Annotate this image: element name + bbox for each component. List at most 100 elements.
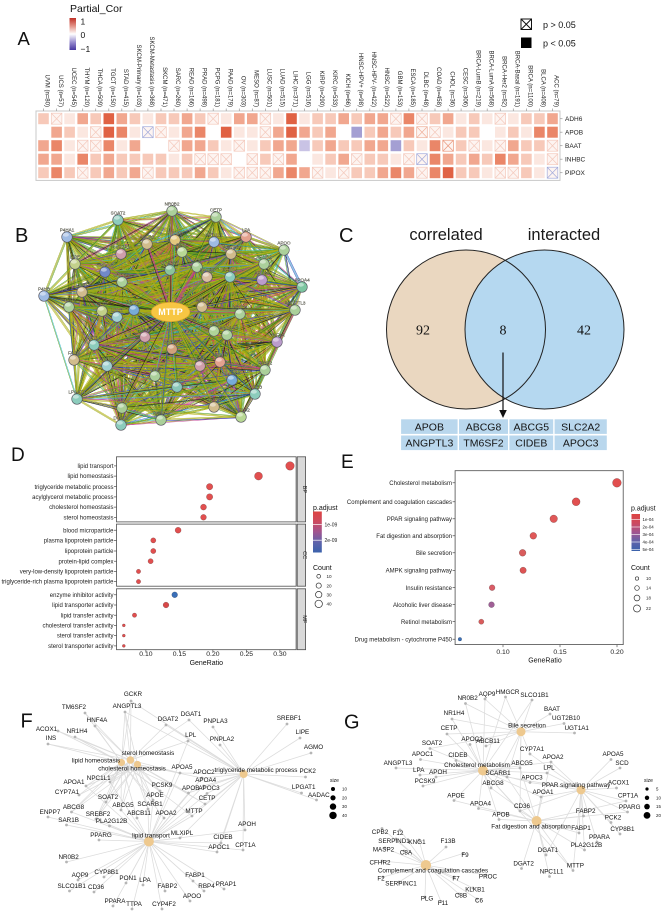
svg-text:INS: INS [46, 735, 57, 742]
svg-text:SOAT2: SOAT2 [111, 211, 126, 216]
svg-text:p.adjust: p.adjust [631, 506, 656, 513]
svg-text:HMGCR: HMGCR [496, 689, 520, 696]
svg-text:UCEC (n=545): UCEC (n=545) [70, 67, 76, 107]
svg-text:4e-04: 4e-04 [643, 540, 655, 545]
svg-text:APOA2: APOA2 [156, 810, 177, 817]
svg-text:18: 18 [646, 596, 651, 601]
svg-text:SKCM (n=471): SKCM (n=471) [161, 67, 167, 107]
svg-text:FABP1: FABP1 [185, 872, 205, 879]
svg-text:cholesterol transfer activity: cholesterol transfer activity [42, 624, 113, 630]
svg-text:PLG: PLG [421, 895, 434, 902]
svg-text:CIDEB: CIDEB [448, 752, 467, 759]
svg-text:10: 10 [656, 795, 661, 800]
svg-text:8: 8 [500, 324, 507, 339]
svg-text:GeneRatio: GeneRatio [528, 658, 562, 665]
svg-text:Complement and coagulation cas: Complement and coagulation cascades [378, 868, 488, 875]
svg-text:THYM (n=120): THYM (n=120) [83, 67, 89, 107]
svg-text:p.adjust: p.adjust [313, 505, 338, 512]
svg-text:40: 40 [342, 813, 347, 818]
svg-text:TGCT (n=150): TGCT (n=150) [109, 68, 115, 107]
svg-text:ANGPTL3: ANGPTL3 [384, 760, 413, 767]
svg-text:APOH: APOH [238, 821, 256, 828]
svg-text:CPB2: CPB2 [372, 829, 389, 836]
svg-text:SCARB1: SCARB1 [485, 770, 511, 777]
svg-text:APOA4: APOA4 [470, 801, 491, 808]
svg-text:PAAD (n=179): PAAD (n=179) [226, 69, 232, 107]
svg-text:PLTP: PLTP [96, 302, 107, 307]
svg-text:PPARA: PPARA [589, 834, 611, 841]
svg-text:0.20: 0.20 [610, 649, 623, 656]
svg-text:SKCM-Primary (n=103): SKCM-Primary (n=103) [135, 44, 141, 107]
svg-text:DGAT2: DGAT2 [513, 861, 534, 868]
svg-text:NR1H4: NR1H4 [232, 305, 248, 310]
svg-text:SOAT2: SOAT2 [422, 740, 443, 747]
svg-text:KLKB1: KLKB1 [465, 886, 485, 893]
svg-text:1: 1 [81, 17, 86, 27]
svg-text:GBM (n=153): GBM (n=153) [396, 71, 402, 107]
svg-text:CPT1A: CPT1A [235, 842, 256, 849]
svg-text:MESO (n=87): MESO (n=87) [253, 70, 259, 107]
svg-text:FABP2: FABP2 [158, 883, 178, 890]
svg-text:ABCB11: ABCB11 [127, 810, 151, 817]
svg-text:Fat digestion and absorption: Fat digestion and absorption [491, 824, 571, 831]
svg-text:APOC2: APOC2 [461, 736, 483, 743]
svg-text:BRCA-Basal (n=191): BRCA-Basal (n=191) [514, 51, 520, 107]
svg-text:15: 15 [656, 804, 661, 809]
svg-text:COAD (n=458): COAD (n=458) [435, 67, 441, 107]
svg-text:CETP: CETP [210, 208, 222, 213]
svg-text:SOAT2: SOAT2 [98, 794, 119, 801]
svg-text:sterol transporter activity: sterol transporter activity [48, 644, 113, 650]
svg-text:1e-04: 1e-04 [643, 517, 655, 522]
svg-text:FABP2: FABP2 [258, 361, 273, 366]
svg-text:APOA5: APOA5 [603, 751, 624, 758]
svg-text:ACOX1: ACOX1 [608, 780, 630, 787]
svg-text:1e-09: 1e-09 [325, 523, 338, 529]
svg-text:APOC3: APOC3 [198, 785, 220, 792]
svg-text:PPARD: PPARD [206, 322, 222, 327]
svg-text:5e-04: 5e-04 [643, 547, 655, 552]
svg-text:very-low-density lipoprotein p: very-low-density lipoprotein particle [20, 570, 114, 576]
svg-text:lipid homeostasis: lipid homeostasis [67, 474, 113, 480]
svg-text:BP: BP [301, 486, 307, 494]
svg-text:KNG1: KNG1 [408, 839, 426, 846]
svg-text:correlated: correlated [409, 226, 482, 244]
svg-text:10: 10 [646, 576, 651, 581]
svg-text:PNPLA2: PNPLA2 [232, 408, 250, 413]
svg-text:0.20: 0.20 [206, 651, 219, 658]
svg-text:Partial_Cor: Partial_Cor [70, 3, 123, 15]
svg-text:HNSC-HPV- (n=422): HNSC-HPV- (n=422) [370, 51, 376, 107]
svg-text:PPARG: PPARG [90, 832, 112, 839]
svg-text:enzyme inhibitor activity: enzyme inhibitor activity [50, 593, 114, 599]
svg-text:APOA5: APOA5 [172, 764, 193, 771]
svg-text:Count: Count [313, 565, 332, 572]
svg-text:Complement and coagulation cas: Complement and coagulation cascades [347, 500, 452, 506]
svg-text:KIRP (n=290): KIRP (n=290) [318, 71, 324, 107]
svg-text:MTTP: MTTP [158, 307, 183, 317]
svg-text:LPL: LPL [543, 765, 555, 772]
svg-text:DGAT1: DGAT1 [538, 847, 559, 854]
svg-text:DGAT2: DGAT2 [158, 716, 179, 723]
svg-text:GCKR: GCKR [124, 691, 143, 698]
svg-text:TM6SF2: TM6SF2 [463, 438, 503, 450]
svg-text:2e-09: 2e-09 [325, 538, 338, 544]
svg-text:DLBC (n=48): DLBC (n=48) [422, 72, 428, 107]
svg-text:D: D [11, 445, 25, 466]
svg-text:ENPP7: ENPP7 [40, 809, 61, 816]
svg-text:OV (n=303): OV (n=303) [240, 76, 246, 107]
svg-text:LUSC (n=501): LUSC (n=501) [266, 68, 272, 107]
svg-text:SKCM-Metastasis (n=368): SKCM-Metastasis (n=368) [148, 36, 154, 107]
svg-text:PPARG: PPARG [619, 804, 641, 811]
svg-text:KICH (n=66): KICH (n=66) [344, 73, 350, 107]
svg-text:Alcoholic liver disease: Alcoholic liver disease [393, 603, 453, 609]
svg-text:ABCG5: ABCG5 [511, 760, 533, 767]
svg-text:SAR1B: SAR1B [206, 398, 221, 403]
svg-text:APOA4: APOA4 [294, 278, 310, 283]
svg-text:LCAT: LCAT [76, 283, 88, 288]
svg-text:sterol homeostasis: sterol homeostasis [63, 515, 113, 521]
svg-text:triglyceride-rich plasma lipop: triglyceride-rich plasma lipoprotein par… [1, 580, 114, 586]
svg-text:SREBF2: SREBF2 [113, 273, 131, 278]
svg-text:APOB: APOB [196, 298, 209, 303]
svg-text:SERPINC1: SERPINC1 [385, 881, 417, 888]
svg-text:UCS (n=57): UCS (n=57) [57, 75, 63, 107]
svg-text:PRAD (n=498): PRAD (n=498) [200, 68, 206, 107]
